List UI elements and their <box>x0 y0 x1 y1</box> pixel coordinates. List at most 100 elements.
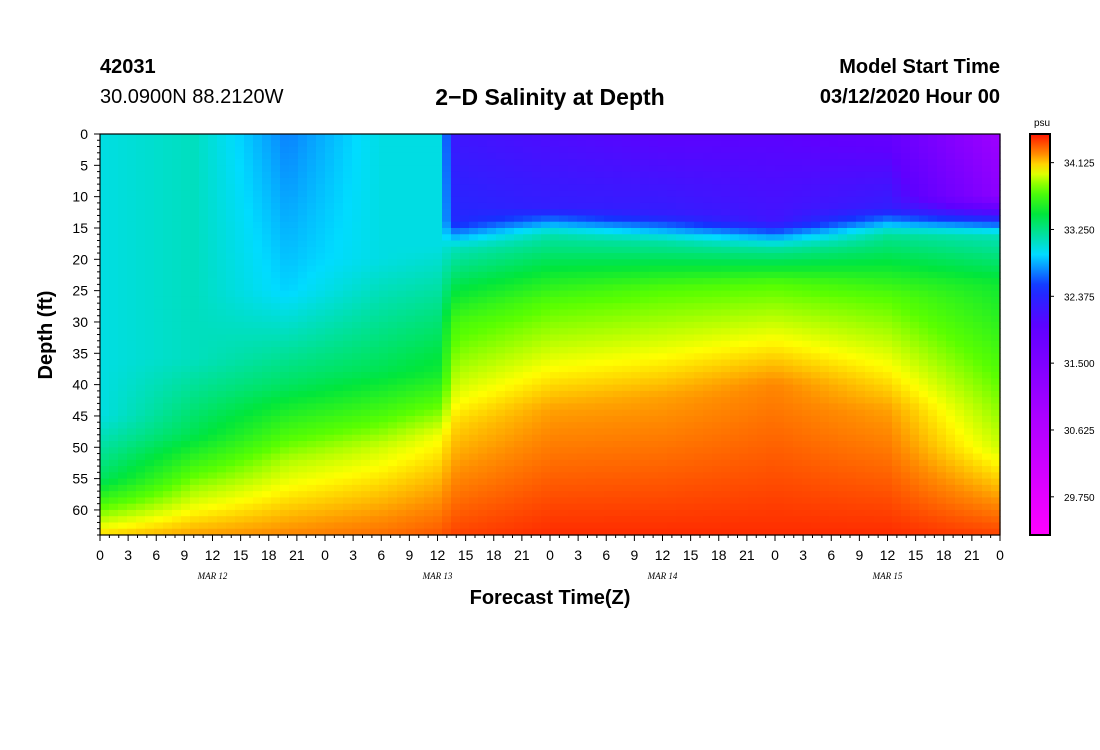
heatmap-cell <box>469 434 479 442</box>
heatmap-cell <box>190 415 200 423</box>
heatmap-cell <box>244 516 254 524</box>
heatmap-cell <box>775 209 785 217</box>
heatmap-cell <box>442 365 452 373</box>
heatmap-cell <box>109 152 119 160</box>
heatmap-cell <box>424 365 434 373</box>
heatmap-cell <box>613 303 623 311</box>
heatmap-cell <box>604 484 614 492</box>
heatmap-cell <box>586 303 596 311</box>
heatmap-cell <box>262 265 272 273</box>
heatmap-cell <box>325 390 335 398</box>
heatmap-cell <box>559 459 569 467</box>
heatmap-cell <box>532 378 542 386</box>
heatmap-cell <box>109 459 119 467</box>
heatmap-cell <box>280 284 290 292</box>
heatmap-cell <box>190 428 200 436</box>
heatmap-cell <box>793 271 803 279</box>
heatmap-cell <box>226 528 236 536</box>
heatmap-cell <box>496 246 506 254</box>
heatmap-cell <box>415 528 425 536</box>
heatmap-cell <box>406 140 416 148</box>
heatmap-cell <box>631 347 641 354</box>
heatmap-cell <box>415 497 425 505</box>
heatmap-cell <box>766 459 776 467</box>
heatmap-cell <box>757 152 767 160</box>
heatmap-cell <box>172 259 182 267</box>
heatmap-cell <box>550 315 560 323</box>
heatmap-cell <box>406 409 416 417</box>
heatmap-cell <box>640 146 650 154</box>
heatmap-cell <box>676 378 686 386</box>
heatmap-cell <box>208 240 218 248</box>
heatmap-cell <box>307 390 317 398</box>
heatmap-cell <box>154 321 164 329</box>
heatmap-cell <box>154 353 164 361</box>
heatmap-cell <box>406 353 416 361</box>
heatmap-cell <box>262 528 272 536</box>
heatmap-cell <box>163 265 173 273</box>
heatmap-cell <box>388 165 398 173</box>
heatmap-cell <box>793 528 803 536</box>
heatmap-cell <box>712 259 722 267</box>
heatmap-cell <box>361 347 371 354</box>
heatmap-cell <box>505 378 515 386</box>
heatmap-cell <box>523 409 533 417</box>
heatmap-cell <box>487 472 497 480</box>
heatmap-cell <box>505 278 515 285</box>
heatmap-cell <box>775 503 785 511</box>
heatmap-cell <box>613 478 623 486</box>
heatmap-cell <box>451 290 461 298</box>
heatmap-field <box>100 134 1001 536</box>
heatmap-cell <box>784 290 794 298</box>
heatmap-cell <box>433 246 443 254</box>
heatmap-cell <box>793 309 803 317</box>
heatmap-cell <box>154 422 164 430</box>
heatmap-cell <box>316 165 326 173</box>
heatmap-cell <box>613 278 623 285</box>
heatmap-cell <box>451 516 461 524</box>
heatmap-cell <box>208 246 218 254</box>
heatmap-cell <box>577 134 587 141</box>
heatmap-cell <box>649 378 659 386</box>
heatmap-cell <box>766 516 776 524</box>
heatmap-cell <box>307 140 317 148</box>
heatmap-cell <box>172 422 182 430</box>
heatmap-cell <box>244 221 254 229</box>
heatmap-cell <box>208 259 218 267</box>
heatmap-cell <box>172 453 182 461</box>
heatmap-cell <box>748 171 758 179</box>
heatmap-cell <box>649 491 659 499</box>
heatmap-cell <box>721 184 731 191</box>
heatmap-cell <box>505 265 515 273</box>
heatmap-cell <box>784 303 794 311</box>
heatmap-cell <box>361 253 371 260</box>
heatmap-cell <box>757 321 767 329</box>
heatmap-cell <box>352 328 362 336</box>
heatmap-cell <box>163 165 173 173</box>
heatmap-cell <box>541 359 551 367</box>
heatmap-cell <box>442 171 452 179</box>
heatmap-cell <box>181 227 191 235</box>
heatmap-cell <box>784 516 794 524</box>
heatmap-cell <box>424 165 434 173</box>
heatmap-cell <box>613 146 623 154</box>
heatmap-cell <box>694 177 704 185</box>
heatmap-cell <box>658 303 668 311</box>
heatmap-cell <box>703 466 713 473</box>
heatmap-cell <box>208 209 218 217</box>
heatmap-cell <box>379 209 389 217</box>
heatmap-cell <box>604 528 614 536</box>
heatmap-cell <box>415 409 425 417</box>
heatmap-cell <box>487 359 497 367</box>
heatmap-cell <box>541 221 551 229</box>
heatmap-cell <box>253 278 263 285</box>
heatmap-cell <box>334 265 344 273</box>
heatmap-cell <box>685 347 695 354</box>
heatmap-cell <box>568 484 578 492</box>
heatmap-cell <box>406 365 416 373</box>
heatmap-cell <box>730 372 740 379</box>
heatmap-cell <box>334 184 344 191</box>
heatmap-cell <box>784 184 794 191</box>
heatmap-cell <box>469 234 479 242</box>
heatmap-cell <box>244 447 254 455</box>
